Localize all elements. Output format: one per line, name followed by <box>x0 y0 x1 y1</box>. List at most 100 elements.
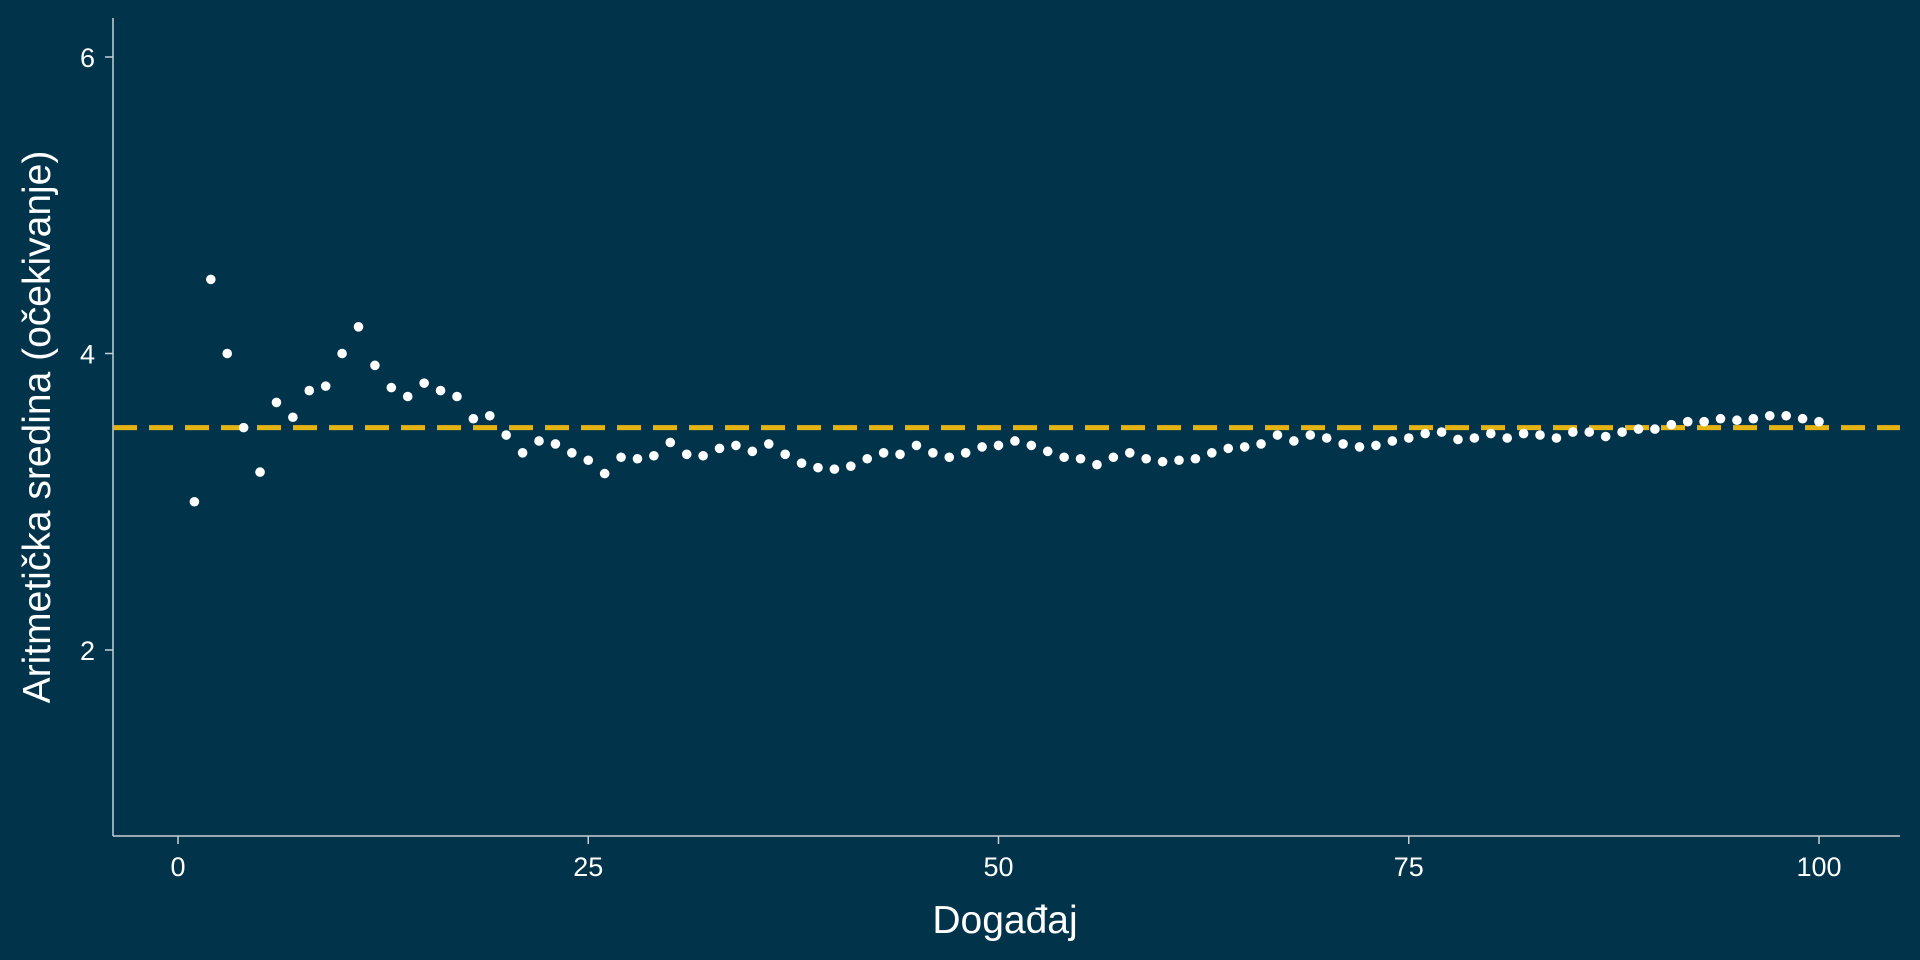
data-point <box>534 436 544 446</box>
data-point <box>238 422 249 433</box>
data-point <box>206 274 216 285</box>
x-tick-label: 25 <box>573 852 603 882</box>
data-point <box>993 440 1004 451</box>
data-point <box>1436 427 1447 437</box>
data-point <box>1108 452 1119 463</box>
x-tick-label: 100 <box>1796 852 1841 882</box>
data-point <box>1059 452 1069 463</box>
data-point <box>501 430 512 440</box>
data-point <box>1781 410 1791 421</box>
data-point <box>1157 456 1168 467</box>
data-point <box>1797 413 1808 424</box>
data-point <box>320 381 331 391</box>
x-tick-label: 50 <box>983 852 1013 882</box>
data-point <box>977 442 987 452</box>
data-point <box>960 448 971 458</box>
y-axis-ticks: 2 4 6 <box>80 43 113 666</box>
data-point <box>714 443 725 454</box>
data-point <box>1469 433 1480 443</box>
data-point <box>1715 413 1726 424</box>
data-point <box>1075 453 1086 464</box>
y-tick-label: 6 <box>80 43 95 73</box>
data-point <box>698 450 708 461</box>
data-point <box>468 413 479 424</box>
data-point <box>1026 440 1037 451</box>
data-point <box>1239 442 1250 452</box>
data-point <box>337 348 347 359</box>
data-point <box>796 458 807 469</box>
data-point <box>1403 433 1414 443</box>
data-point <box>1042 446 1053 457</box>
data-point <box>1321 433 1332 443</box>
y-tick-label: 4 <box>80 340 95 370</box>
data-point <box>862 453 873 464</box>
data-point <box>1420 428 1430 439</box>
data-point <box>944 452 955 463</box>
data-point <box>1568 427 1578 437</box>
data-point <box>386 382 397 393</box>
data-point <box>895 449 905 460</box>
data-point <box>271 397 282 408</box>
data-point <box>1764 410 1775 421</box>
data-point <box>1748 413 1759 424</box>
data-point <box>1010 436 1020 446</box>
data-point <box>517 448 528 458</box>
data-point <box>567 448 577 458</box>
data-point <box>665 437 676 448</box>
data-point <box>1092 459 1102 470</box>
data-point <box>1666 419 1677 430</box>
x-tick-label: 75 <box>1394 852 1424 882</box>
data-point <box>1617 427 1627 437</box>
data-point <box>1551 433 1562 443</box>
data-point <box>1207 448 1217 458</box>
data-point <box>288 412 298 423</box>
data-point <box>402 391 413 402</box>
data-point <box>1190 453 1201 464</box>
data-point <box>1174 455 1184 466</box>
data-point <box>1699 416 1709 427</box>
data-point <box>1518 428 1529 439</box>
data-point <box>1305 430 1316 440</box>
data-point <box>878 448 889 458</box>
y-tick-label: 2 <box>80 636 95 666</box>
data-point <box>370 360 380 371</box>
data-point <box>780 449 790 460</box>
data-point <box>1486 428 1496 439</box>
data-point <box>747 446 758 457</box>
data-point <box>484 410 495 421</box>
x-tick-label: 0 <box>170 852 185 882</box>
data-point <box>681 449 692 460</box>
data-point <box>1354 442 1365 452</box>
data-point <box>255 467 265 477</box>
data-point <box>632 453 643 464</box>
data-point <box>1338 439 1348 449</box>
x-axis-title: Događaj <box>932 899 1077 942</box>
data-point <box>435 385 446 396</box>
data-point <box>1141 453 1151 464</box>
data-point <box>649 450 659 461</box>
x-axis-ticks: 0 25 50 75 100 <box>170 836 1842 882</box>
data-point <box>1256 439 1266 449</box>
data-point <box>1650 424 1660 434</box>
data-point <box>1682 416 1693 427</box>
data-point <box>731 440 741 451</box>
data-point <box>928 448 938 458</box>
data-point <box>1124 448 1135 458</box>
data-point <box>1814 416 1824 427</box>
data-points <box>189 274 1824 507</box>
data-point <box>813 462 823 473</box>
data-point <box>1732 415 1742 426</box>
data-point <box>616 452 626 463</box>
data-point <box>829 464 840 474</box>
data-point <box>1453 434 1463 445</box>
data-point <box>1387 436 1398 446</box>
data-point <box>419 378 429 388</box>
data-point <box>550 439 561 449</box>
data-point <box>1600 431 1611 442</box>
y-axis-title: Aritmetička sredina (očekivanje) <box>16 151 59 704</box>
data-point <box>222 348 233 359</box>
data-point <box>763 439 774 449</box>
data-point <box>1633 424 1644 434</box>
data-point <box>1502 433 1513 443</box>
